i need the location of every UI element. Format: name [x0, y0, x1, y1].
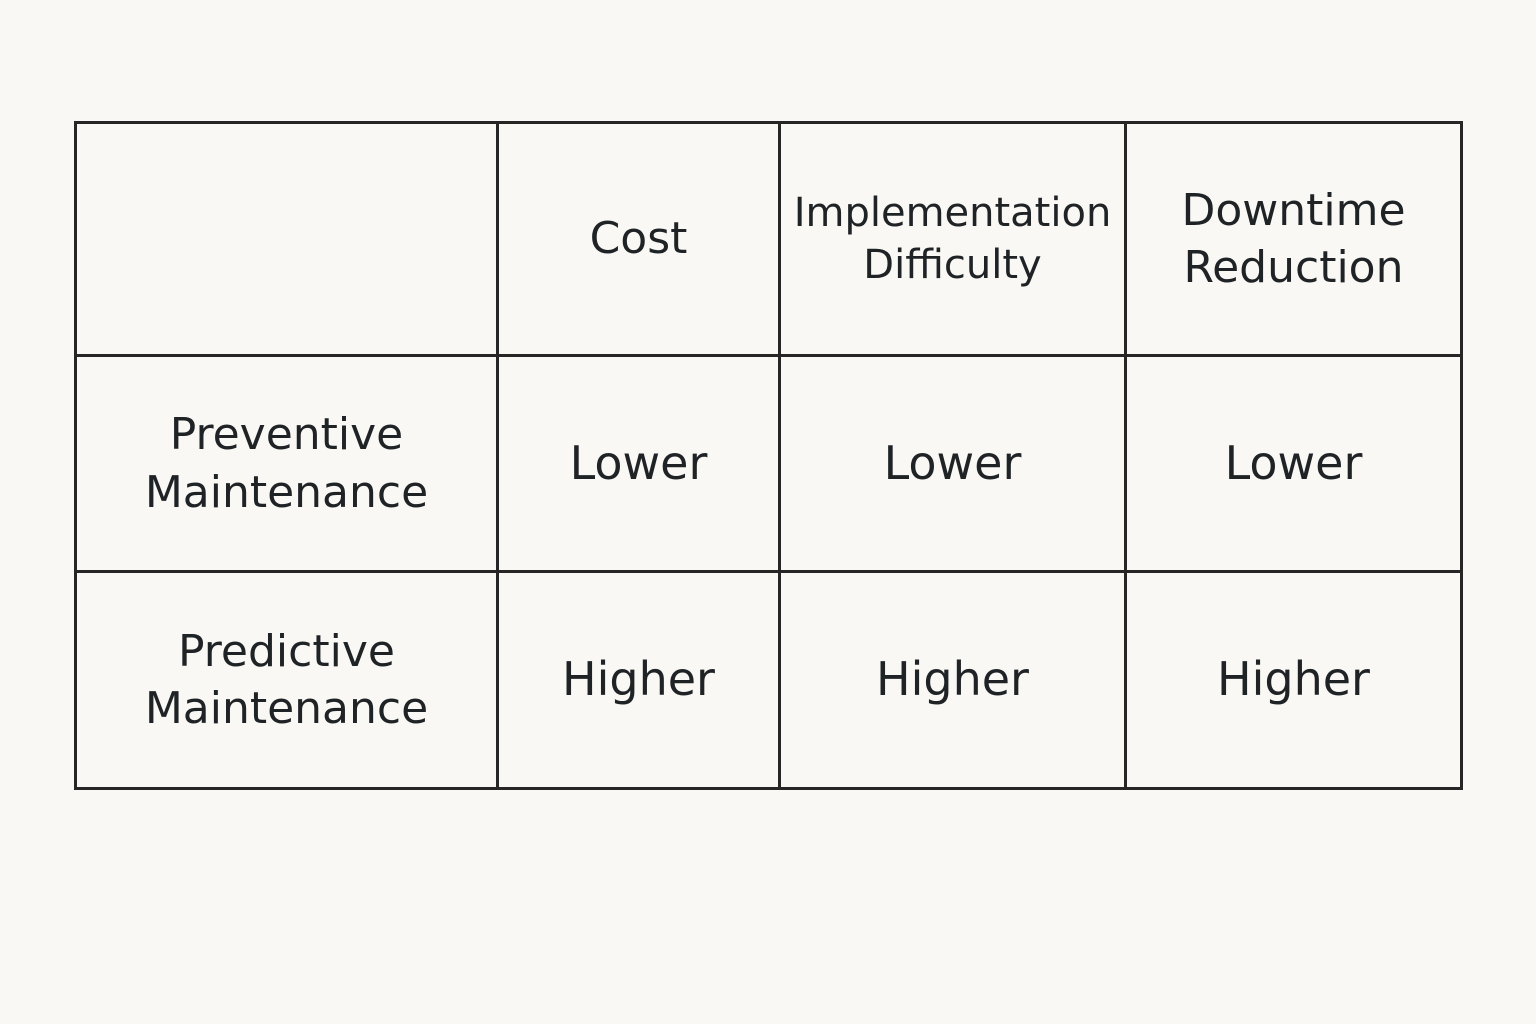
column-header: Cost — [496, 121, 781, 357]
cell: Higher — [1124, 570, 1463, 790]
table-row: Predictive Maintenance Higher Higher Hig… — [74, 570, 1463, 790]
column-header: Implementation Difficulty — [778, 121, 1127, 357]
row-header: Preventive Maintenance — [74, 354, 499, 573]
row-header: Predictive Maintenance — [74, 570, 499, 790]
cell: Higher — [496, 570, 781, 790]
cell: Lower — [496, 354, 781, 573]
column-header: Downtime Reduction — [1124, 121, 1463, 357]
table-row: Preventive Maintenance Lower Lower Lower — [74, 354, 1463, 573]
cell: Lower — [778, 354, 1127, 573]
cell: Higher — [778, 570, 1127, 790]
cell: Lower — [1124, 354, 1463, 573]
header-row: Cost Implementation Difficulty Downtime … — [74, 121, 1463, 357]
corner-cell — [74, 121, 499, 357]
comparison-table: Cost Implementation Difficulty Downtime … — [74, 121, 1463, 790]
